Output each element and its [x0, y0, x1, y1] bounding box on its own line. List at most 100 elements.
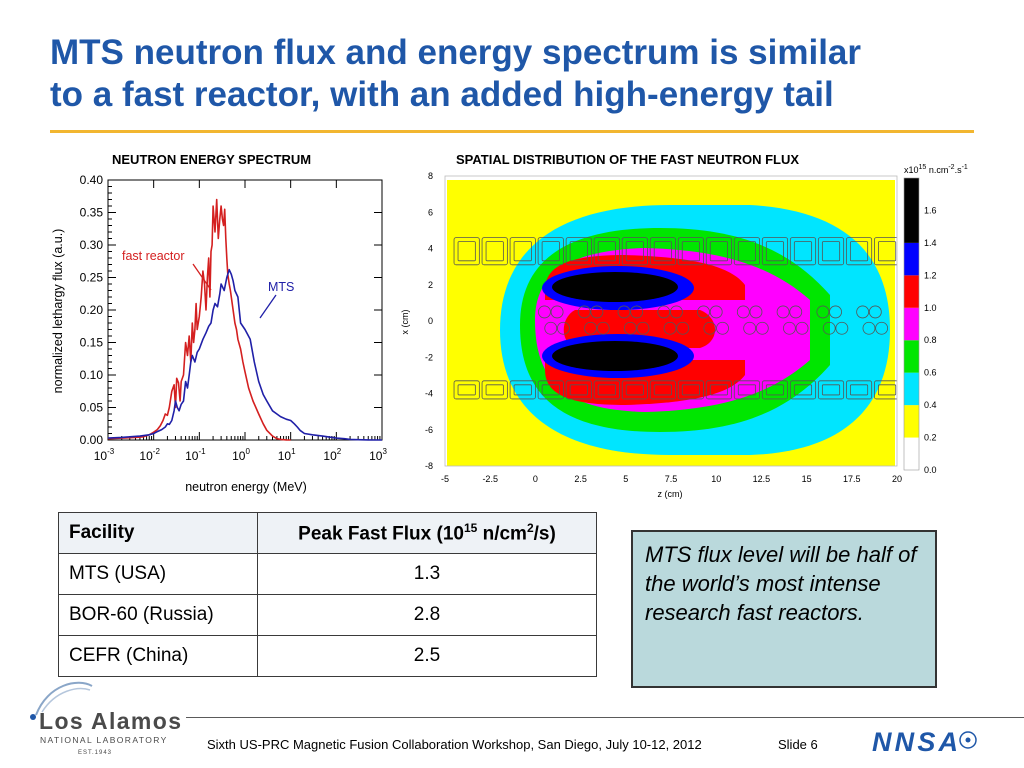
y-tick-label: 0.00 — [80, 433, 104, 447]
flux-map-y-tick-label: 2 — [428, 280, 433, 290]
callout-text: MTS flux level will be half of the world… — [645, 542, 917, 625]
assembly-inner-outline — [513, 384, 532, 396]
colorbar-tick-label: 0.0 — [924, 465, 937, 475]
assembly-outline — [621, 380, 648, 400]
y-tick-label: 0.30 — [80, 238, 104, 252]
flux-map-frame — [444, 175, 898, 467]
assembly-outline — [845, 380, 873, 400]
assembly-outline — [621, 237, 648, 266]
colorbar-tick-label: 0.2 — [924, 433, 937, 443]
flux-map-y-tick-label: -4 — [425, 389, 433, 399]
table-row: BOR-60 (Russia) 2.8 — [58, 594, 597, 636]
mts-label-leader — [259, 294, 277, 319]
fuel-rod-ring — [590, 305, 604, 319]
assembly-outline — [789, 237, 817, 266]
fuel-rod-ring — [636, 321, 650, 335]
lanl-subtitle: NATIONAL LABORATORY — [40, 735, 168, 745]
assembly-outline — [453, 237, 480, 266]
flux-map-x-tick-label: 5 — [623, 474, 628, 484]
y-tick-label: 0.20 — [80, 303, 104, 317]
spectrum-chart-title: NEUTRON ENERGY SPECTRUM — [112, 152, 312, 167]
flux-value-cell: 2.8 — [257, 594, 597, 636]
flux-map-x-tick-label: 15 — [802, 474, 812, 484]
colorbar-tick-label: 1.4 — [924, 238, 937, 248]
slide-title-line1: MTS neutron flux and energy spectrum is … — [50, 33, 862, 72]
assembly-inner-outline — [877, 384, 897, 396]
fuel-rod-ring — [670, 305, 683, 319]
colorbar-segment — [904, 275, 919, 308]
assembly-outline — [537, 237, 564, 266]
assembly-outline — [733, 380, 760, 400]
fuel-rod-ring — [835, 321, 849, 335]
assembly-inner-outline — [709, 384, 728, 396]
facility-cell: MTS (USA) — [58, 553, 258, 595]
fuel-rod-ring — [743, 321, 757, 335]
slide-title: MTS neutron flux and energy spectrum is … — [50, 32, 1010, 116]
assembly-outline — [565, 237, 592, 266]
colorbar-unit-label: x1015 n.cm-2.s-1 — [904, 164, 968, 175]
flux-map-x-axis-label: z (cm) — [658, 489, 683, 499]
colorbar-tick-label: 1.6 — [924, 205, 937, 215]
facility-column-header: Facility — [58, 512, 258, 554]
fuel-rod-ring — [676, 321, 690, 335]
assembly-inner-outline — [821, 241, 841, 262]
fuel-rod-ring — [755, 321, 769, 335]
assembly-inner-outline — [569, 241, 588, 262]
flux-region-black-lower — [552, 341, 678, 371]
colorbar-tick-label: 0.8 — [924, 335, 937, 345]
mts-series-label: MTS — [268, 280, 294, 294]
assembly-inner-outline — [681, 241, 700, 262]
flux-map-x-tick-label: 2.5 — [574, 474, 587, 484]
colorbar-segment — [904, 178, 919, 243]
lanl-established: EST.1943 — [78, 750, 112, 756]
colorbar-segment — [904, 437, 919, 470]
slide-title-line2: to a fast reactor, with an added high-en… — [50, 75, 834, 114]
flux-map-y-tick-label: -2 — [425, 352, 433, 362]
colorbar-frame — [903, 177, 920, 471]
assembly-inner-outline — [653, 384, 672, 396]
assembly-inner-outline — [513, 241, 532, 262]
flux-map-y-tick-label: 4 — [428, 244, 433, 254]
assembly-inner-outline — [849, 384, 869, 396]
assembly-outline — [677, 380, 704, 400]
lanl-name: Los Alamos — [39, 708, 181, 734]
x-tick-label: 10-2 — [139, 447, 160, 463]
fuel-rod-ring — [709, 305, 723, 319]
peak-flux-column-header: Peak Fast Flux (1015 n/cm2/s) — [257, 512, 597, 554]
assembly-outline — [509, 380, 536, 400]
fuel-rod-ring — [716, 321, 729, 335]
nnsa-atom-icon — [959, 731, 977, 749]
fuel-rod-ring — [875, 321, 889, 335]
fuel-rod-ring — [703, 321, 717, 335]
fuel-rod-ring — [829, 305, 842, 319]
flux-map-x-tick-label: -5 — [441, 474, 449, 484]
y-tick-label: 0.25 — [80, 271, 104, 285]
fuel-rod-ring — [584, 321, 597, 335]
assembly-inner-outline — [569, 384, 588, 396]
flux-map-x-tick-label: 12.5 — [753, 474, 771, 484]
fuel-rod-ring — [577, 305, 591, 319]
flux-value-cell: 1.3 — [257, 553, 597, 595]
flux-map-y-tick-label: -6 — [425, 425, 433, 435]
fuel-rod-ring — [550, 305, 564, 319]
fuel-rod-ring — [663, 321, 677, 335]
flux-map-x-tick-label: 10 — [711, 474, 721, 484]
energy-spectrum-chart: 0.00 0.05 0.10 0.15 0.20 0.25 0.30 0.35 0.40 10-3… — [51, 173, 387, 494]
geometry-overlay — [453, 237, 897, 400]
assembly-outline — [593, 380, 620, 400]
x-tick-label: 100 — [232, 447, 250, 463]
assembly-outline — [733, 237, 760, 266]
fuel-rod-ring — [623, 321, 637, 335]
assembly-outline — [649, 237, 676, 266]
fuel-rod-ring — [617, 305, 631, 319]
fuel-rod-ring — [776, 305, 790, 319]
assembly-outline — [705, 237, 732, 266]
assembly-outline — [874, 237, 897, 266]
flux-map-x-tick-label: 20 — [892, 474, 902, 484]
flux-map-y-tick-label: 8 — [428, 171, 433, 181]
assembly-inner-outline — [541, 384, 560, 396]
table-header-row: Facility Peak Fast Flux (1015 n/cm2/s) — [58, 512, 597, 554]
colorbar-segment — [904, 242, 919, 276]
fuel-rod-ring — [538, 305, 551, 319]
fuel-rod-ring — [736, 305, 750, 319]
